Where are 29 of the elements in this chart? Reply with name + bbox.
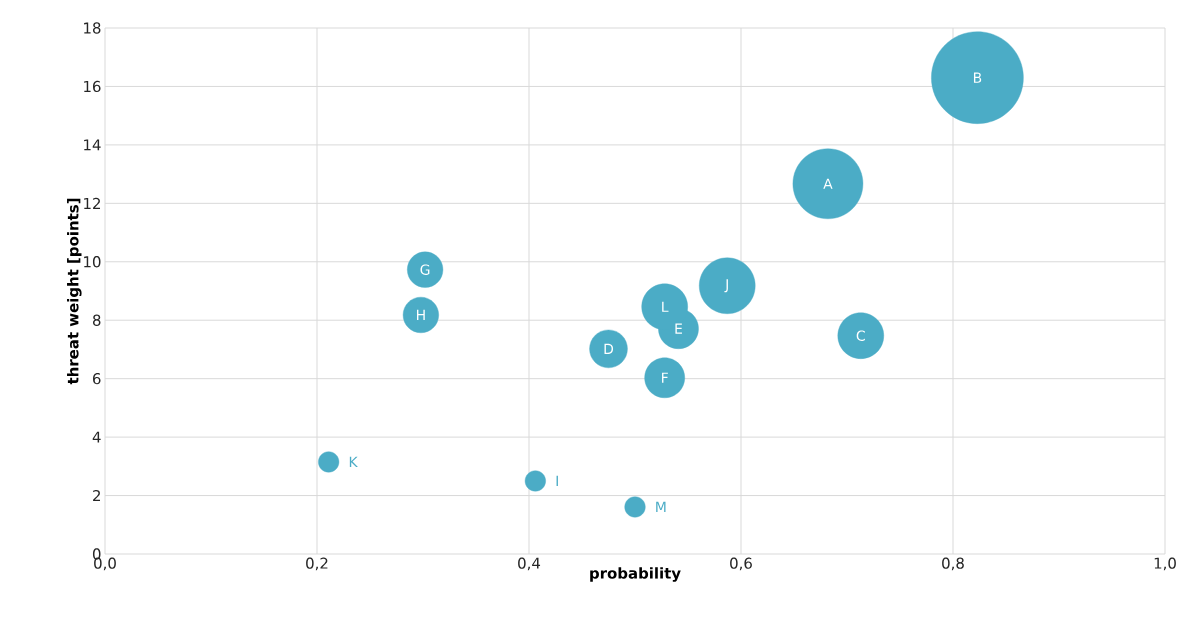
annotation: L [662, 301, 669, 312]
annotation: G [420, 264, 430, 275]
annotation: K [349, 456, 358, 468]
annotation: J [724, 279, 728, 293]
y-tick-label: 10 [84, 256, 101, 268]
annotation: C [856, 330, 865, 341]
y-tick-label: 6 [93, 373, 101, 385]
annotation: B [973, 72, 982, 83]
y-axis-title: threat weight [points] [67, 198, 82, 385]
y-tick-label: 2 [93, 490, 100, 502]
y-tick-label: 12 [84, 197, 100, 209]
y-tick-label: 18 [84, 22, 101, 34]
x-tick-label: 0,2 [306, 557, 328, 571]
x-axis-title: probability [590, 567, 681, 582]
annotation: H [417, 309, 425, 321]
annotation: F [662, 372, 668, 383]
x-tick-label: 1,0 [1154, 557, 1176, 571]
annotation: M [656, 501, 666, 513]
y-tick-label: 16 [84, 80, 101, 93]
y-tick-label: 8 [92, 314, 101, 326]
annotation: I [556, 475, 558, 487]
y-tick-label: 14 [84, 139, 101, 151]
y-tick-label: 4 [92, 431, 101, 443]
x-tick-label: 0,6 [730, 557, 752, 571]
x-tick-label: 0,4 [518, 557, 541, 571]
annotation: E [675, 323, 682, 334]
x-tick-label: 0,8 [942, 557, 964, 571]
annotation: D [604, 343, 614, 354]
annotation: A [823, 178, 833, 189]
